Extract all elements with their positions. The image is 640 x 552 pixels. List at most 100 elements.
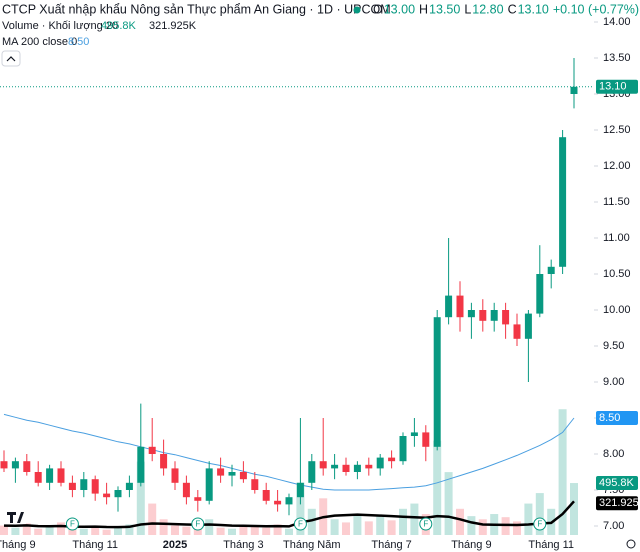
volume-bar bbox=[182, 526, 191, 535]
candle-body bbox=[262, 490, 270, 501]
x-tick-label: Tháng 3 bbox=[223, 539, 263, 551]
volume-ma-line bbox=[3, 500, 575, 529]
event-marker bbox=[191, 517, 205, 531]
candle-body bbox=[342, 464, 350, 472]
settings-icon[interactable] bbox=[626, 539, 636, 549]
event-label: F bbox=[537, 520, 542, 529]
volume-bar bbox=[353, 514, 362, 535]
candle-body bbox=[456, 295, 464, 318]
volume-axis-label-bg bbox=[596, 476, 638, 491]
collapse-button[interactable] bbox=[1, 50, 21, 67]
event-label: F bbox=[298, 520, 303, 529]
volume-layer bbox=[0, 21, 598, 535]
volume-bar bbox=[11, 527, 20, 535]
volume-bar bbox=[250, 526, 259, 535]
candle-body bbox=[502, 310, 510, 325]
ma-axis-label-bg bbox=[596, 411, 638, 425]
x-tick-label: Tháng 11 bbox=[72, 539, 118, 551]
volume-bar bbox=[148, 503, 157, 535]
candle-body bbox=[171, 468, 179, 483]
candle-body bbox=[0, 461, 8, 469]
volume-bar bbox=[102, 529, 111, 535]
volume-legend: Volume · Khối lượng 20 bbox=[2, 20, 118, 32]
candle-body bbox=[34, 472, 42, 483]
y-tick-label: 9.00 bbox=[603, 376, 624, 388]
volume-bar bbox=[558, 409, 567, 535]
candle-body bbox=[479, 310, 487, 321]
candle-body bbox=[182, 482, 190, 498]
candle-body bbox=[194, 497, 202, 501]
candle-body bbox=[296, 482, 304, 498]
y-tick-label: 11.00 bbox=[603, 232, 630, 244]
candle-body bbox=[308, 461, 316, 483]
candle-body bbox=[513, 324, 521, 339]
x-tick-label: 2025 bbox=[163, 539, 187, 551]
volume-bar bbox=[171, 525, 179, 535]
x-tick-label: Tháng 11 bbox=[528, 539, 574, 551]
volume-bar bbox=[478, 519, 487, 535]
event-marker bbox=[533, 517, 547, 531]
y-tick-label: 7.00 bbox=[603, 520, 624, 532]
volume-bar bbox=[456, 508, 464, 535]
volume-bar bbox=[387, 520, 396, 535]
volume-bar bbox=[330, 519, 339, 535]
volume-bar bbox=[444, 472, 453, 535]
event-marker bbox=[65, 517, 79, 531]
ohlc-name: O bbox=[373, 2, 383, 16]
y-tick-label: 14.00 bbox=[603, 16, 631, 28]
volume-bar bbox=[513, 521, 521, 535]
ma-legend-value: 8.50 bbox=[68, 36, 89, 48]
ohlc-value: 13.10 bbox=[518, 2, 549, 16]
candle-body bbox=[399, 436, 407, 462]
volume-bar bbox=[307, 508, 316, 535]
candle-body bbox=[239, 472, 247, 480]
event-label: F bbox=[423, 520, 428, 529]
volume-bar bbox=[45, 526, 54, 535]
y-tick-label: 11.50 bbox=[603, 196, 630, 208]
candle-body bbox=[490, 310, 498, 321]
candle-body bbox=[524, 313, 532, 339]
event-label: F bbox=[195, 520, 200, 529]
event-marker bbox=[419, 517, 433, 531]
volume-ma-axis-label-bg bbox=[596, 496, 638, 511]
candle-body bbox=[148, 446, 156, 454]
candle-body bbox=[319, 461, 327, 469]
candle-body bbox=[205, 468, 213, 501]
volume-bar bbox=[467, 516, 476, 535]
volume-bar bbox=[410, 503, 419, 535]
volume-bar bbox=[57, 522, 65, 535]
candle-body bbox=[422, 432, 430, 447]
volume-axis-label: 495.8K bbox=[599, 477, 635, 489]
volume-bar bbox=[285, 528, 293, 535]
volume-bar bbox=[159, 519, 168, 535]
ma-line bbox=[3, 413, 575, 491]
candle-body bbox=[23, 461, 31, 472]
volume-bar bbox=[535, 493, 544, 535]
candle-body bbox=[388, 457, 396, 462]
volume-bar bbox=[79, 528, 88, 535]
y-tick-label: 12.00 bbox=[603, 160, 631, 172]
status-dot bbox=[353, 6, 361, 14]
y-tick-label: 10.00 bbox=[603, 304, 631, 316]
candle-body bbox=[57, 468, 65, 483]
candle-body bbox=[91, 479, 99, 494]
candle-body bbox=[137, 446, 145, 483]
candle-body bbox=[125, 482, 133, 490]
last-price-label: 13.10 bbox=[599, 81, 627, 93]
volume-bar bbox=[114, 526, 122, 535]
change: +0.10 (+0.77%) bbox=[553, 2, 639, 16]
price-layer: 7.007.508.008.509.009.5010.0010.5011.001… bbox=[0, 16, 631, 532]
volume-bar bbox=[262, 527, 271, 535]
volume-legend-value: 495.8K bbox=[101, 20, 137, 32]
candle-body bbox=[376, 457, 384, 469]
ohlc-name: L bbox=[464, 2, 471, 16]
volume-bar bbox=[376, 516, 385, 535]
volume-bar bbox=[524, 503, 533, 535]
chart-title: CTCP Xuất nhập khẩu Nông sản Thực phẩm A… bbox=[2, 2, 391, 16]
volume-bar bbox=[273, 524, 282, 535]
candle-body bbox=[80, 479, 88, 490]
last-price-label-bg bbox=[596, 79, 638, 94]
candle-body bbox=[285, 497, 293, 505]
ohlc-value: 12.80 bbox=[472, 2, 503, 16]
